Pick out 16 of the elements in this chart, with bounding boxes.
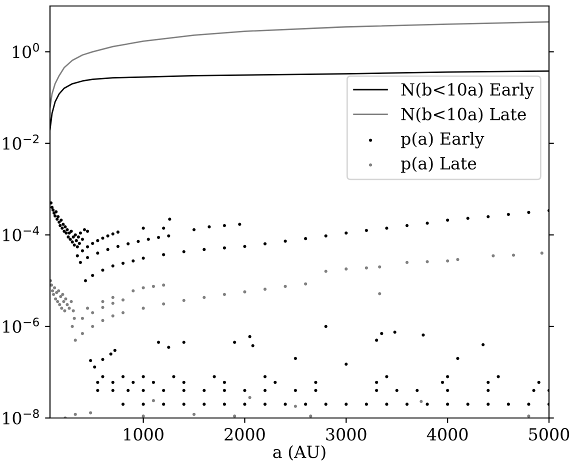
x-tick-label: 4000 xyxy=(426,428,468,441)
y-tick-label: 10$^{0}$ xyxy=(12,42,39,58)
y-tick-label: 10$^{−4}$ xyxy=(3,226,40,242)
legend-label: N(b<10a) Early xyxy=(401,82,534,100)
legend-label: p(a) Early xyxy=(400,132,484,148)
x-axis-title: a (AU) xyxy=(273,445,326,460)
x-tick-label: 1000 xyxy=(124,428,164,441)
line-series xyxy=(50,21,549,108)
legend-label: N(b<10a) Late xyxy=(401,108,526,123)
y-tick-label: 10$^{−8}$ xyxy=(3,409,39,424)
x-tick-label: 5000 xyxy=(529,428,570,441)
legend-label: p(a) Late xyxy=(400,156,476,173)
y-tick-label: 10$^{−2}$ xyxy=(3,134,39,150)
y-tick-label: 10$^{−6}$ xyxy=(3,318,39,333)
x-tick-label: 2000 xyxy=(224,428,265,441)
x-tick-label: 3000 xyxy=(326,428,366,441)
